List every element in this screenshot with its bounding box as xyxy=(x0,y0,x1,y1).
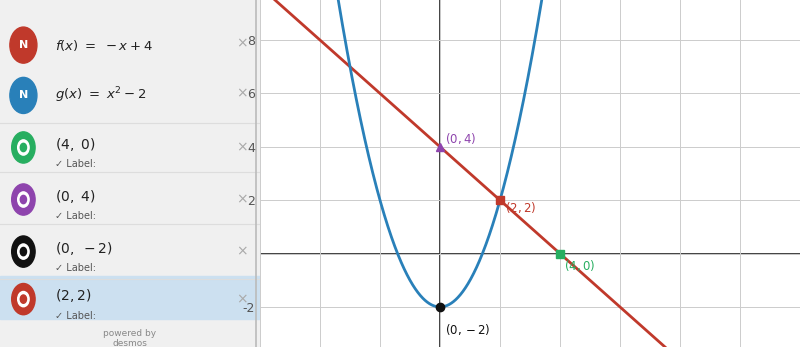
Circle shape xyxy=(20,247,26,256)
Text: N: N xyxy=(18,91,28,100)
Circle shape xyxy=(18,291,29,307)
Text: $f(x)\ =\ -x+4$: $f(x)\ =\ -x+4$ xyxy=(54,37,152,53)
Text: ✓ Label:: ✓ Label: xyxy=(54,263,96,273)
Text: ×: × xyxy=(236,245,248,259)
Circle shape xyxy=(18,244,29,259)
Circle shape xyxy=(18,192,29,207)
Bar xyxy=(0,276,260,319)
Circle shape xyxy=(20,295,26,303)
Text: ×: × xyxy=(236,87,248,101)
Text: $(0, 4)$: $(0, 4)$ xyxy=(446,131,477,146)
Circle shape xyxy=(10,77,37,113)
Text: powered by
desmos: powered by desmos xyxy=(103,329,157,347)
Text: $(2, 2)$: $(2, 2)$ xyxy=(506,200,537,215)
Circle shape xyxy=(10,27,37,63)
Text: $g(x)\ =\ x^2-2$: $g(x)\ =\ x^2-2$ xyxy=(54,86,146,105)
Text: $(4,\ 0)$: $(4,\ 0)$ xyxy=(54,136,95,152)
Text: $(0,\ 4)$: $(0,\ 4)$ xyxy=(54,188,95,204)
Circle shape xyxy=(20,195,26,204)
Text: ×: × xyxy=(236,193,248,206)
Text: $(4, 0)$: $(4, 0)$ xyxy=(565,257,596,273)
Text: ×: × xyxy=(236,141,248,154)
Text: N: N xyxy=(18,40,28,50)
Circle shape xyxy=(12,236,35,267)
Circle shape xyxy=(12,184,35,215)
Circle shape xyxy=(12,132,35,163)
Text: ×: × xyxy=(236,292,248,306)
Text: ✓ Label:: ✓ Label: xyxy=(54,211,96,221)
Circle shape xyxy=(20,143,26,152)
Text: $(2,2)$: $(2,2)$ xyxy=(54,287,91,304)
Circle shape xyxy=(18,140,29,155)
Text: $(0,\ -2)$: $(0,\ -2)$ xyxy=(54,240,113,256)
Text: ×: × xyxy=(236,36,248,50)
Text: $(0, -2)$: $(0, -2)$ xyxy=(446,322,491,337)
Circle shape xyxy=(12,283,35,315)
Text: ✓ Label:: ✓ Label: xyxy=(54,311,96,321)
Text: ✓ Label:: ✓ Label: xyxy=(54,159,96,169)
